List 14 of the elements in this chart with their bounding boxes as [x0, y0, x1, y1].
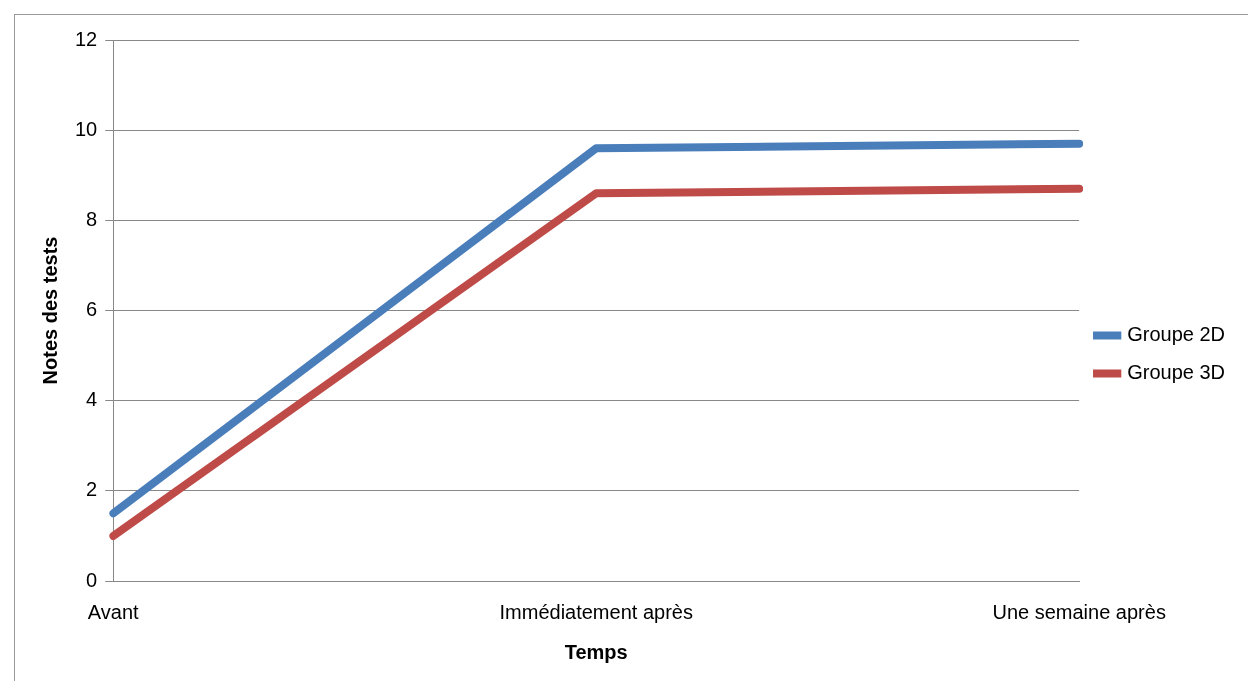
x-tick-label: Immédiatement après — [499, 600, 693, 623]
y-axis-title: Notes des tests — [38, 236, 61, 385]
y-tick-label: 12 — [75, 27, 98, 50]
x-tick-label: Avant — [87, 600, 140, 623]
y-tick-label: 2 — [86, 478, 98, 501]
y-tick-label: 4 — [86, 388, 98, 411]
y-tick-label: 8 — [86, 207, 98, 230]
y-tick-label: 0 — [86, 568, 98, 591]
legend-label: Groupe 3D — [1127, 361, 1226, 384]
x-axis-title: Temps — [564, 640, 628, 663]
y-tick-label: 6 — [86, 298, 98, 321]
legend-label: Groupe 2D — [1127, 323, 1226, 346]
x-tick-label: Une semaine après — [992, 600, 1166, 623]
y-tick-label: 10 — [75, 117, 98, 140]
